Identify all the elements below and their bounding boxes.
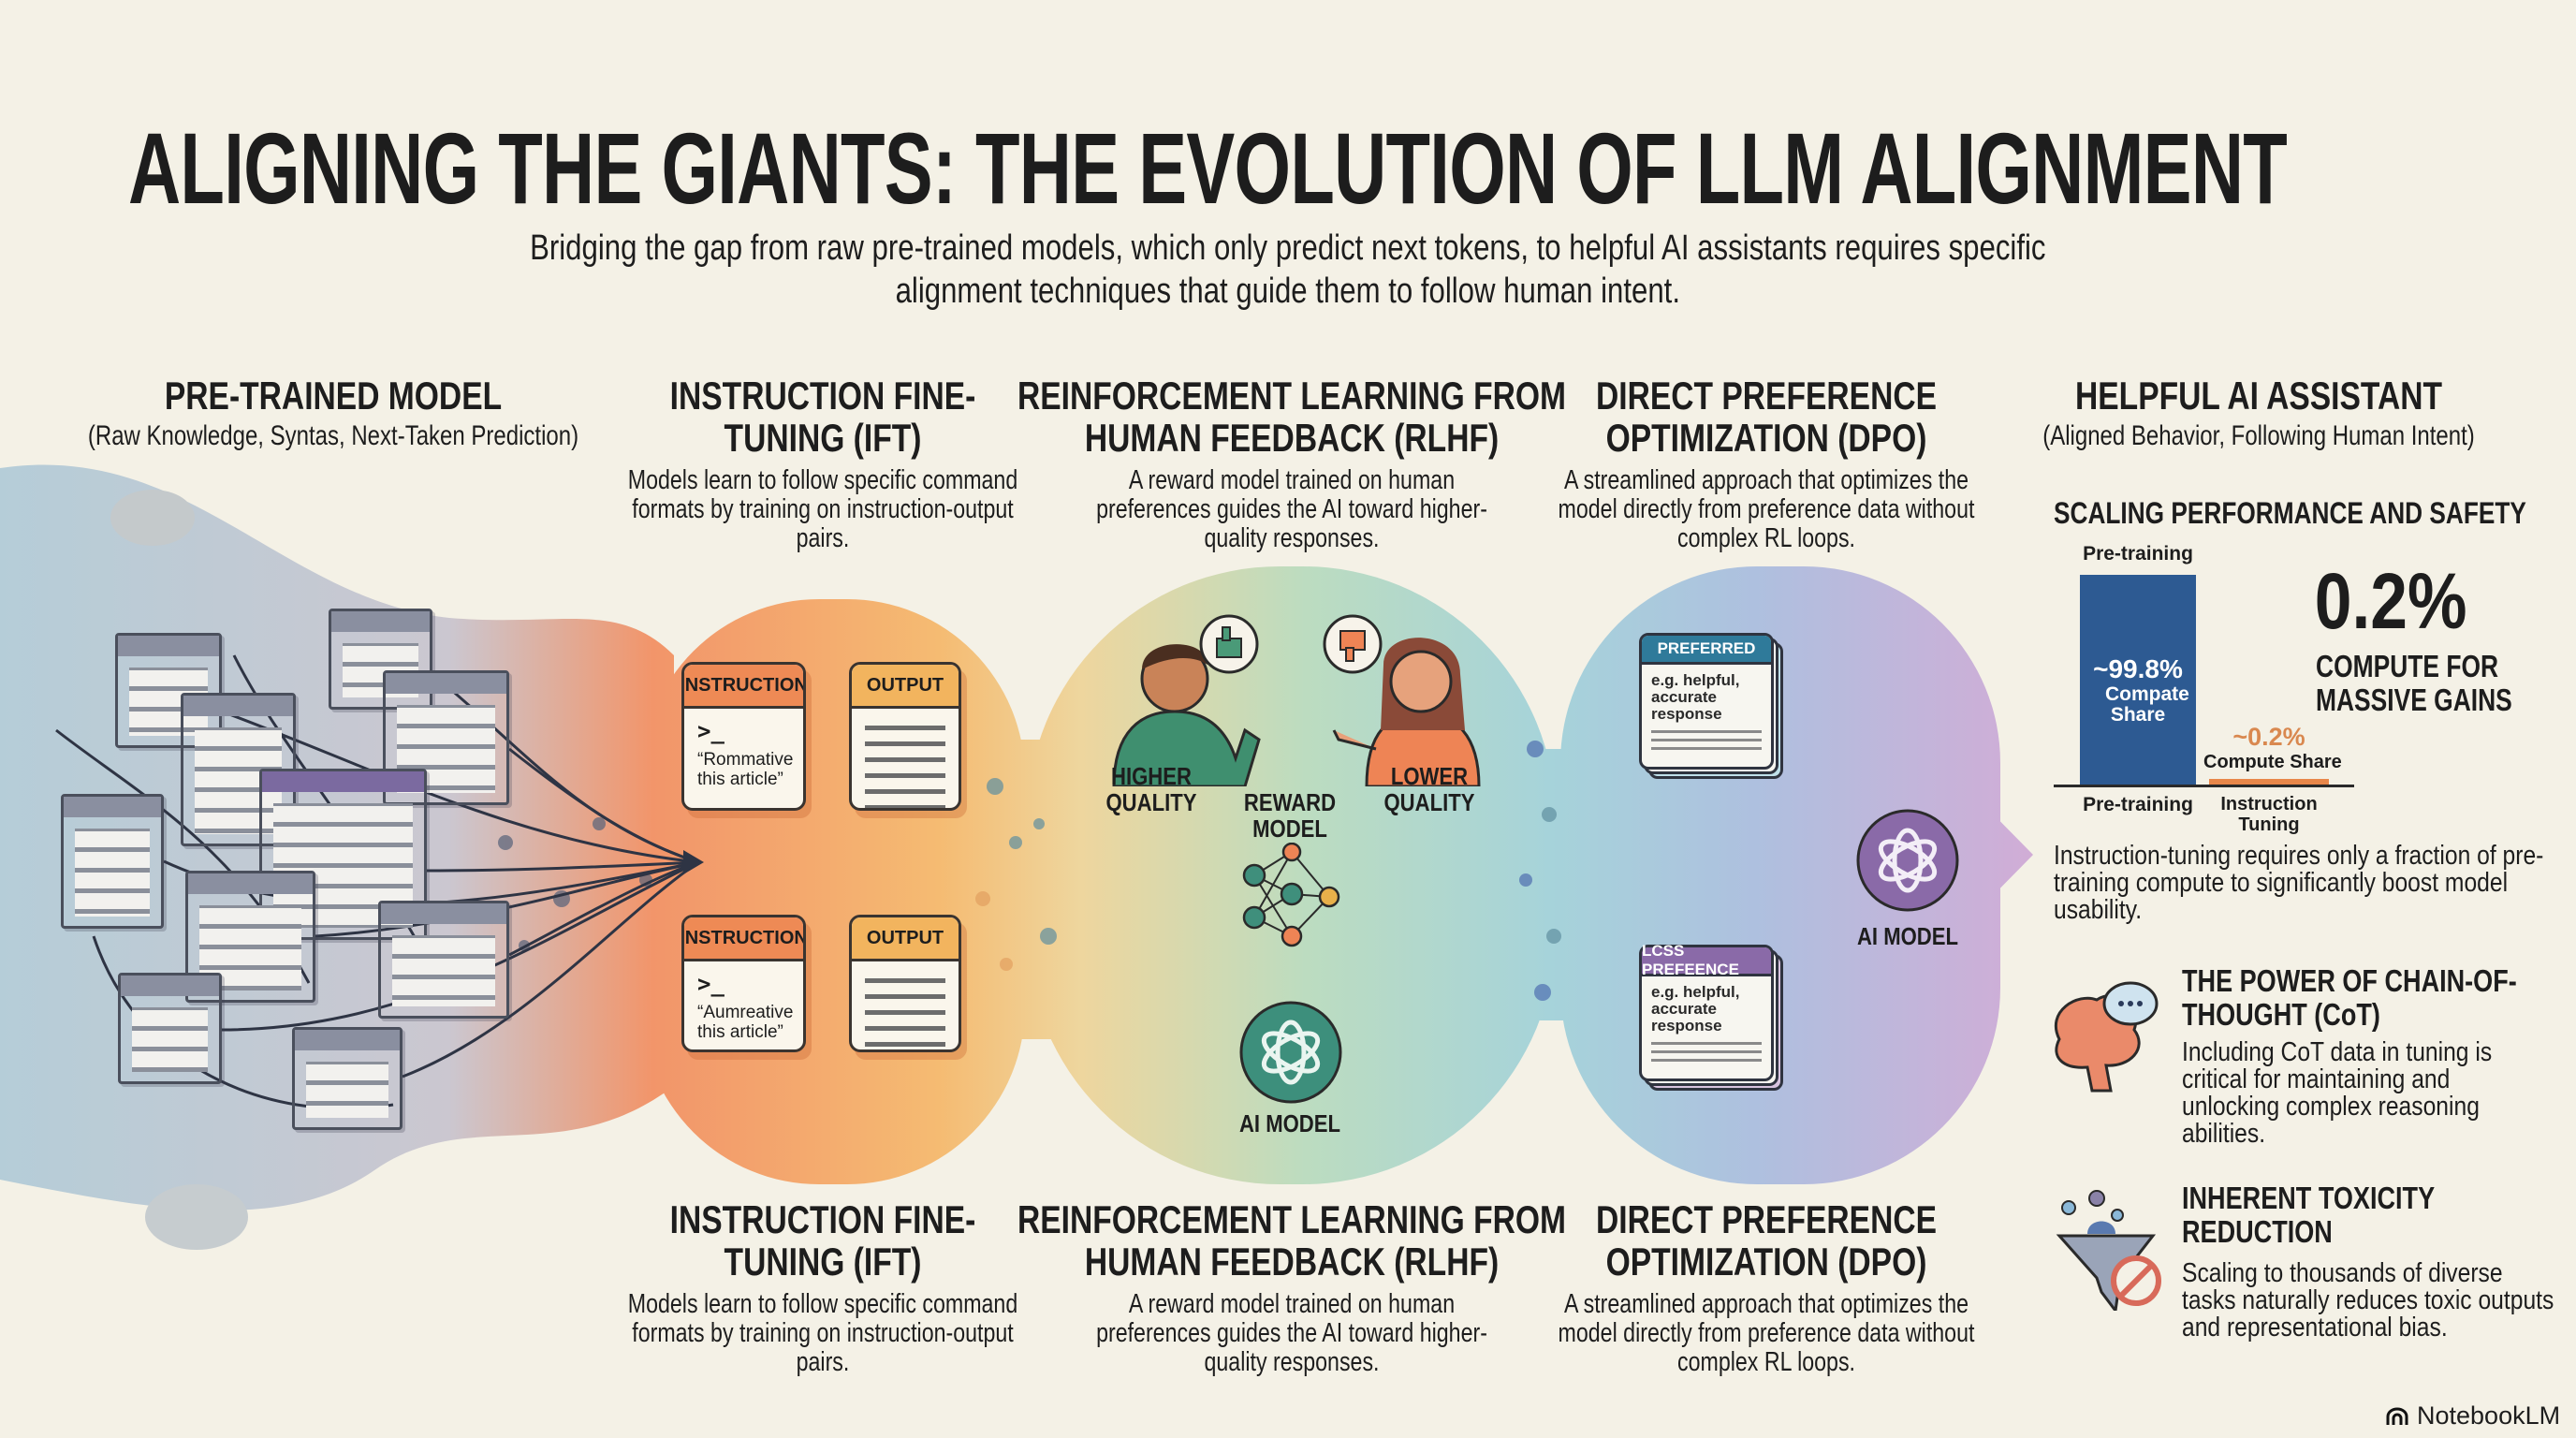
big-stat-caption: COMPUTE FOR MASSIVE GAINS — [2316, 649, 2512, 717]
less-preferred-text: e.g. helpful, accurate response — [1651, 983, 1740, 1034]
document-icon — [61, 794, 164, 929]
stage-desc-dpo: A streamlined approach that optimizes th… — [1558, 465, 1975, 553]
bottom-stage-desc-rlhf: A reward model trained on human preferen… — [1096, 1289, 1487, 1377]
bottom-stage-title-ift: INSTRUCTION FINE-TUNING (IFT) — [669, 1197, 976, 1284]
ai-model-logo-icon — [1856, 809, 1959, 912]
bottom-stage-desc-dpo: A streamlined approach that optimizes th… — [1558, 1289, 1975, 1377]
bar-instruction-value: ~0.2% — [2232, 723, 2305, 751]
stage-subtitle-assistant: (Aligned Behavior, Following Human Inten… — [2042, 420, 2475, 451]
output-card: OUTPUT — [849, 915, 961, 1052]
stage-title-dpo: DIRECT PREFERENCE OPTIMIZATION (DPO) — [1595, 374, 1938, 460]
document-icon — [115, 633, 222, 748]
human-feedback-illustration — [1112, 614, 1481, 786]
stage-desc-ift: Models learn to follow specific command … — [627, 465, 1018, 553]
toxicity-title: INHERENT TOXICITY REDUCTION — [2182, 1181, 2435, 1249]
funnel-icon — [2056, 1190, 2161, 1311]
preferred-text: e.g. helpful, accurate response — [1651, 671, 1740, 723]
instruction-label: INSTRUCTION — [684, 665, 803, 709]
chart-baseline — [2054, 785, 2354, 787]
ai-model-label: AI MODEL — [1856, 922, 1959, 950]
x-tick-label: Pre-training — [2083, 794, 2193, 815]
cot-title: THE POWER OF CHAIN-OF-THOUGHT (CoT) — [2182, 963, 2517, 1032]
output-card: OUTPUT — [849, 662, 961, 811]
instruction-text: “Aumreative this article” — [697, 1003, 794, 1042]
stage-title-rlhf: REINFORCEMENT LEARNING FROM HUMAN FEEDBA… — [1017, 374, 1567, 460]
instruction-card: INSTRUCTION >_ “Rommative this article” — [681, 662, 806, 811]
brand-name: NotebookLM — [2417, 1401, 2561, 1430]
document-icon — [118, 973, 222, 1084]
terminal-prompt-icon: >_ — [697, 971, 724, 997]
bottom-stage-desc-ift: Models learn to follow specific command … — [627, 1289, 1018, 1377]
notebooklm-brand: NotebookLM — [2385, 1401, 2560, 1431]
output-label: OUTPUT — [852, 917, 959, 961]
preferred-label: PREFERRED — [1642, 636, 1771, 665]
ai-model-logo-icon — [1239, 1001, 1342, 1104]
person-icon — [1332, 638, 1481, 786]
stage-title-assistant: HELPFUL AI ASSISTANT — [2074, 374, 2442, 418]
bottom-stage-title-rlhf: REINFORCEMENT LEARNING FROM HUMAN FEEDBA… — [1017, 1197, 1567, 1284]
thumbs-down-icon — [1323, 614, 1383, 674]
compute-share-chart: ~99.8% Compate Share ~0.2% Compute Share… — [2054, 562, 2354, 843]
cot-description: Including CoT data in tuning is critical… — [2182, 1037, 2493, 1149]
bar-pretraining-value: ~99.8% — [2093, 654, 2183, 684]
instruction-text: “Rommative this article” — [697, 750, 794, 789]
page-title: ALIGNING THE GIANTS: THE EVOLUTION OF LL… — [128, 111, 2288, 225]
less-preferred-label: LCSS PREFEENCE — [1642, 942, 1771, 978]
scaling-title: SCALING PERFORMANCE AND SAFETY — [2054, 496, 2526, 530]
arrow-icon — [683, 850, 704, 874]
output-lines — [865, 726, 945, 808]
bottom-stage-title-dpo: DIRECT PREFERENCE OPTIMIZATION (DPO) — [1595, 1197, 1938, 1284]
scaling-description: Instruction-tuning requires only a fract… — [2054, 841, 2544, 925]
toxicity-description: Scaling to thousands of diverse tasks na… — [2182, 1258, 2554, 1343]
stage-title-pretrained: PRE-TRAINED MODEL — [164, 374, 503, 418]
bar-top-label: Pre-training — [2083, 543, 2193, 565]
big-stat: 0.2% — [2314, 557, 2467, 645]
prohibited-icon — [2111, 1255, 2161, 1306]
stage-title-ift: INSTRUCTION FINE-TUNING (IFT) — [669, 374, 976, 460]
ai-model-label: AI MODEL — [1238, 1109, 1341, 1137]
output-lines — [865, 978, 945, 1049]
x-tick-label: Instruction Tuning — [2220, 794, 2318, 835]
output-label: OUTPUT — [852, 665, 959, 709]
thumbs-up-icon — [1199, 614, 1259, 674]
page-subtitle: Bridging the gap from raw pre-trained mo… — [530, 228, 2046, 311]
bar-instruction-tuning — [2209, 779, 2329, 785]
speech-bubble-icon — [2102, 981, 2159, 1026]
document-icon — [185, 871, 315, 1003]
higher-quality-label: HIGHER QUALITY — [1105, 762, 1197, 816]
notebooklm-logo-icon — [2386, 1407, 2408, 1425]
reward-model-label: REWARD MODEL — [1243, 788, 1337, 843]
document-icon — [378, 901, 509, 1019]
stage-desc-rlhf: A reward model trained on human preferen… — [1096, 465, 1487, 553]
stage-subtitle-pretrained: (Raw Knowledge, Syntas, Next-Taken Predi… — [87, 420, 579, 451]
instruction-label: INSTRUCTION — [684, 917, 803, 961]
person-icon — [1112, 644, 1261, 786]
bar-pretraining-caption: Compate Share — [2105, 683, 2189, 726]
instruction-card: INSTRUCTION >_ “Aumreative this article” — [681, 915, 806, 1052]
preferred-response-card: PREFERRED e.g. helpful, accurate respons… — [1639, 633, 1783, 779]
brain-icon — [2054, 981, 2159, 1093]
bar-instruction-caption: Compute Share — [2203, 752, 2342, 772]
document-icon — [292, 1027, 402, 1130]
lower-quality-label: LOWER QUALITY — [1383, 762, 1475, 816]
neural-network-icon — [1242, 843, 1340, 947]
bar-pretraining — [2080, 575, 2196, 785]
less-preferred-response-card: LCSS PREFEENCE e.g. helpful, accurate re… — [1639, 942, 1783, 1091]
terminal-prompt-icon: >_ — [697, 718, 724, 744]
